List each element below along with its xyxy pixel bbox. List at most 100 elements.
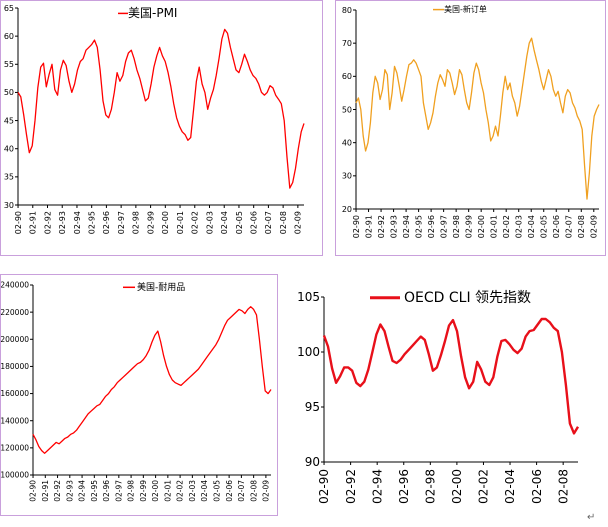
y-tick-label: 30: [342, 172, 352, 181]
y-tick-label: 95: [305, 400, 320, 414]
x-tick-label: 02-97: [117, 211, 126, 234]
y-tick-label: 35: [4, 173, 14, 182]
pmi-chart-panel: 30 35 40 45 50 55 60 65 02-90 02-91 02-92 02-93 02-9…: [0, 0, 323, 256]
x-tick-label: 02-05: [212, 480, 221, 502]
x-tick-label: 02-00: [161, 211, 170, 234]
x-tick-label: 02-92: [43, 211, 52, 234]
x-tick-label: 02-02: [502, 215, 511, 238]
y-tick-label: 60: [4, 32, 14, 41]
paragraph-mark: ↵: [587, 512, 596, 523]
x-tick-label: 02-04: [503, 469, 517, 504]
series-line: [17, 28, 305, 189]
x-tick-label: 02-95: [90, 480, 99, 502]
x-tick-label: 02-06: [552, 215, 561, 238]
x-tick-label: 02-03: [205, 211, 214, 234]
series-line: [322, 317, 580, 435]
y-tick-label: 240000: [1, 281, 29, 290]
y-tick-label: 100000: [1, 471, 29, 480]
pmi-chart: 30 35 40 45 50 55 60 65 02-90 02-91 02-92 02-93 02-9…: [4, 4, 305, 234]
x-tick-label: 02-04: [527, 215, 536, 238]
y-tick-label: 120000: [1, 443, 29, 452]
x-tick-label: 02-07: [237, 480, 246, 502]
x-tick-label: 02-96: [397, 469, 411, 504]
durable-goods-chart-panel: 100000 120000 140000 160000 180000 200000 2200…: [0, 274, 278, 516]
x-tick-label: 02-01: [163, 480, 172, 502]
y-tick-label: 80: [342, 6, 352, 15]
y-tick-label: 220000: [1, 308, 29, 317]
legend-label: 美国-PMI: [128, 6, 177, 20]
y-tick-label: 105: [297, 290, 320, 304]
durable-goods-chart: 100000 120000 140000 160000 180000 200000 2200…: [1, 281, 272, 502]
x-tick-label: 02-93: [389, 215, 398, 238]
x-tick-label: 02-08: [577, 215, 586, 238]
y-tick-label: 140000: [1, 416, 29, 425]
x-tick-label: 02-09: [262, 480, 271, 502]
y-tick-label: 70: [342, 39, 352, 48]
x-tick-label: 02-09: [294, 211, 303, 234]
x-tick-label: 02-96: [427, 215, 436, 238]
x-tick-label: 02-93: [58, 211, 67, 234]
x-tick-label: 02-06: [249, 211, 258, 234]
x-tick-label: 02-06: [530, 469, 544, 504]
x-tick-label: 02-00: [477, 215, 486, 238]
y-tick-label: 40: [342, 138, 352, 147]
x-tick-label: 02-98: [127, 480, 136, 502]
x-tick-label: 02-99: [139, 480, 148, 502]
x-tick-label: 02-92: [344, 469, 358, 504]
x-tick-label: 02-04: [220, 211, 229, 234]
x-tick-label: 02-90: [352, 215, 361, 238]
y-tick-label: 90: [305, 455, 320, 469]
x-tick-label: 02-98: [424, 469, 438, 504]
x-tick-label: 02-06: [225, 480, 234, 502]
x-tick-label: 02-96: [102, 480, 111, 502]
y-tick-label: 40: [4, 145, 14, 154]
x-tick-label: 02-91: [29, 211, 38, 234]
x-tick-label: 02-08: [279, 211, 288, 234]
x-tick-label: 02-02: [191, 211, 200, 234]
y-tick-label: 65: [4, 4, 14, 13]
x-tick-label: 02-94: [370, 469, 384, 504]
legend-label: 美国-新订单: [444, 4, 487, 14]
y-tick-label: 160000: [1, 389, 29, 398]
x-tick-label: 02-05: [540, 215, 549, 238]
y-tick-label: 55: [4, 60, 14, 69]
x-tick-label: 02-96: [102, 211, 111, 234]
x-tick-label: 02-08: [249, 480, 258, 502]
x-tick-label: 02-09: [590, 215, 599, 238]
series-line: [32, 306, 272, 454]
y-tick-label: 30: [4, 201, 14, 210]
x-tick-label: 02-94: [402, 215, 411, 238]
x-tick-label: 02-99: [464, 215, 473, 238]
x-tick-label: 02-98: [132, 211, 141, 234]
y-tick-label: 100: [297, 345, 320, 359]
x-tick-label: 02-07: [565, 215, 574, 238]
x-tick-label: 02-03: [188, 480, 197, 502]
y-tick-label: 50: [4, 88, 14, 97]
y-tick-label: 20: [342, 205, 352, 214]
x-tick-label: 02-00: [450, 469, 464, 504]
x-tick-label: 02-01: [176, 211, 185, 234]
x-tick-label: 02-98: [452, 215, 461, 238]
x-tick-label: 02-07: [264, 211, 273, 234]
y-tick-label: 45: [4, 116, 14, 125]
y-tick-label: 50: [342, 105, 352, 114]
x-tick-label: 02-00: [151, 480, 160, 502]
x-tick-label: 02-90: [317, 469, 331, 504]
x-tick-label: 02-97: [439, 215, 448, 238]
x-tick-label: 02-08: [556, 469, 570, 504]
legend-label: OECD CLI 领先指数: [404, 290, 531, 306]
x-tick-label: 02-90: [29, 480, 38, 502]
x-tick-label: 02-03: [515, 215, 524, 238]
x-tick-label: 02-94: [78, 480, 87, 502]
x-tick-label: 02-04: [200, 480, 209, 502]
series-line: [355, 37, 600, 200]
x-tick-label: 02-92: [53, 480, 62, 502]
x-tick-label: 02-90: [14, 211, 23, 234]
new-orders-chart-panel: 20 30 40 50 60 70 80 02-90 02-91 02-92 02-93 02-94 0…: [335, 0, 606, 256]
x-tick-label: 02-02: [477, 469, 491, 504]
x-tick-label: 02-95: [87, 211, 96, 234]
x-tick-label: 02-02: [176, 480, 185, 502]
x-tick-label: 02-94: [73, 211, 82, 234]
y-tick-label: 180000: [1, 362, 29, 371]
